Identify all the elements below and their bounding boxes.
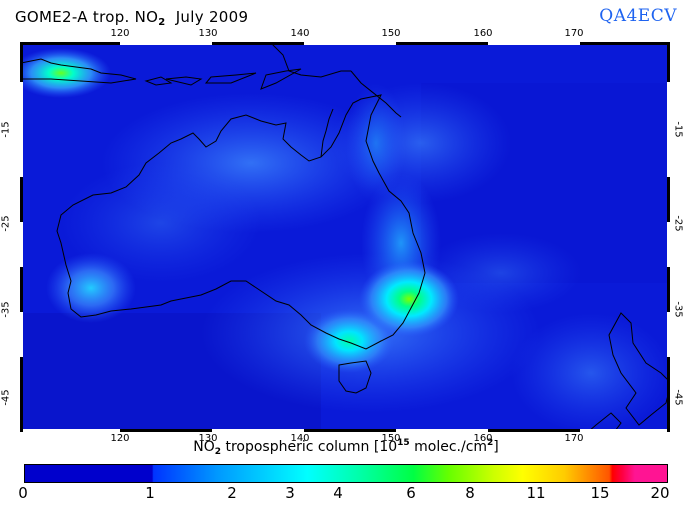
colorbar-tick-label: 20 — [650, 484, 670, 502]
cbar-title-sup: 2 — [487, 438, 494, 448]
coastlines — [21, 43, 669, 431]
cbar-title-text: ] — [493, 439, 499, 455]
lon-label: 150 — [381, 28, 401, 39]
lat-label: -25 — [672, 215, 684, 232]
lon-label: 130 — [198, 433, 218, 444]
lon-label: 160 — [473, 433, 493, 444]
colorbar-tick-label: 8 — [465, 484, 475, 502]
colorbar-tick-label: 15 — [590, 484, 610, 502]
cbar-title-sub: 2 — [214, 447, 221, 457]
cbar-title-text: NO — [193, 439, 215, 455]
title-subscript: 2 — [158, 17, 166, 28]
lat-label: -15 — [0, 121, 12, 138]
colorbar-title: NO2 tropospheric column [1015 molec./cm2… — [0, 438, 692, 457]
cbar-title-text: tropospheric column [10 — [221, 439, 398, 455]
no2-map — [20, 42, 670, 432]
lon-label: 140 — [290, 28, 310, 39]
lat-label: -35 — [672, 301, 684, 318]
lon-label: 140 — [290, 433, 310, 444]
lat-label: -25 — [0, 215, 12, 232]
lat-label: -35 — [0, 301, 12, 318]
colorbar-tick-label: 6 — [406, 484, 416, 502]
lat-label: -15 — [672, 121, 684, 138]
lat-label: -45 — [672, 389, 684, 406]
map-canvas — [21, 43, 669, 431]
lon-label: 170 — [564, 28, 584, 39]
title-date: July 2009 — [175, 8, 249, 26]
colorbar-tick-label: 1 — [145, 484, 155, 502]
colorbar-tick-label: 4 — [333, 484, 343, 502]
colorbar-tick-label: 11 — [526, 484, 546, 502]
lon-label: 160 — [473, 28, 493, 39]
colorbar-tick-label: 0 — [18, 484, 28, 502]
lat-label: -45 — [0, 389, 12, 406]
title-text: GOME2-A trop. NO — [15, 8, 159, 26]
lon-label: 170 — [564, 433, 584, 444]
lon-label: 130 — [198, 28, 218, 39]
cbar-title-sup: 15 — [397, 438, 410, 448]
map-title: GOME2-A trop. NO2 July 2009 — [15, 8, 248, 28]
lon-label: 150 — [381, 433, 401, 444]
brand-label: QA4ECV — [599, 6, 677, 26]
cbar-title-text: molec./cm — [409, 439, 488, 455]
colorbar-tick-label: 2 — [227, 484, 237, 502]
colorbar-tick-label: 3 — [285, 484, 295, 502]
colorbar — [24, 464, 668, 483]
lon-label: 120 — [110, 28, 130, 39]
lon-label: 120 — [110, 433, 130, 444]
